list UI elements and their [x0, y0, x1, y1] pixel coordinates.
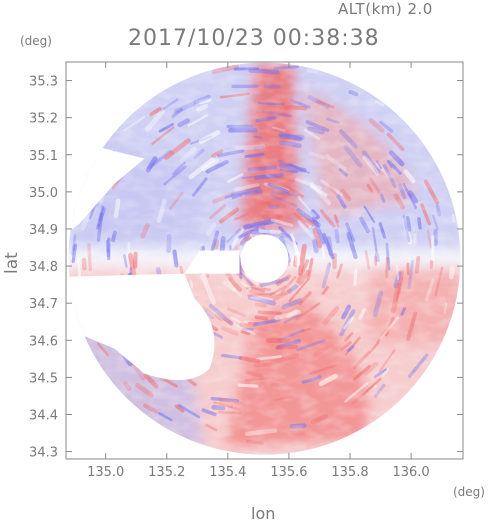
nodata-corner [66, 62, 136, 102]
x-tick-label: 136.0 [392, 465, 429, 480]
y-tick-label: 34.7 [29, 297, 58, 312]
x-tick-label: 135.0 [87, 465, 124, 480]
x-tick-label: 135.6 [270, 465, 307, 480]
y-tick-label: 35.0 [29, 186, 58, 201]
y-tick-label: 35.3 [29, 75, 58, 90]
x-tick-label: 135.2 [148, 465, 185, 480]
plot-area [65, 59, 465, 459]
y-tick-label: 34.3 [29, 446, 58, 461]
x-tick-label: 135.8 [331, 465, 368, 480]
y-tick-label: 34.8 [29, 260, 58, 275]
y-tick-label: 34.5 [29, 371, 58, 386]
y-tick-label: 35.1 [29, 149, 58, 164]
y-tick-label: 34.9 [29, 223, 58, 238]
y-tick-label: 34.6 [29, 334, 58, 349]
y-tick-label: 35.2 [29, 112, 58, 127]
x-tick-label: 135.4 [209, 465, 246, 480]
y-tick-label: 34.4 [29, 408, 58, 423]
center-gap [241, 235, 289, 283]
